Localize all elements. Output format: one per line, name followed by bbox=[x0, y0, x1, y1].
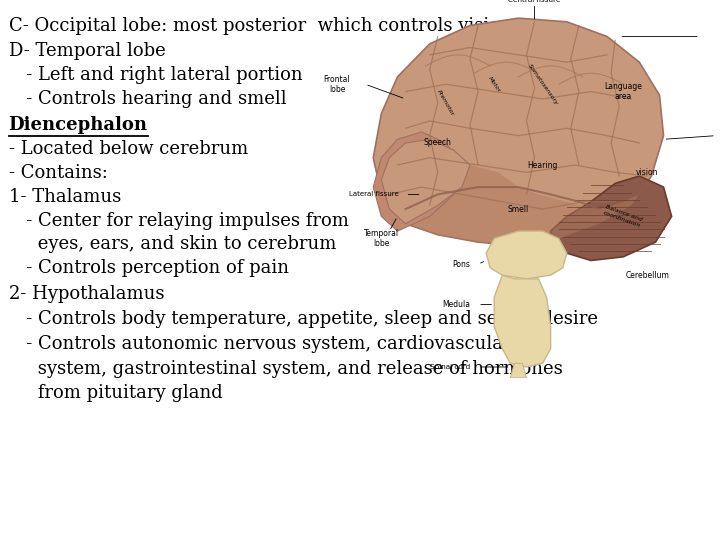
Text: Hearing: Hearing bbox=[528, 160, 558, 170]
Text: Central fissure: Central fissure bbox=[508, 0, 561, 3]
Text: vision: vision bbox=[636, 168, 659, 177]
Text: Motor: Motor bbox=[487, 76, 502, 93]
Text: - Controls perception of pain: - Controls perception of pain bbox=[9, 259, 289, 277]
Text: Balance and
coordination: Balance and coordination bbox=[603, 205, 644, 228]
Polygon shape bbox=[382, 139, 470, 224]
Text: 2- Hypothalamus: 2- Hypothalamus bbox=[9, 285, 164, 303]
Text: - Controls autonomic nervous system, cardiovascular: - Controls autonomic nervous system, car… bbox=[9, 335, 511, 353]
Text: - Left and right lateral portion: - Left and right lateral portion bbox=[9, 66, 302, 84]
Text: Diencephalon: Diencephalon bbox=[9, 116, 148, 133]
Text: Frontal
lobe: Frontal lobe bbox=[324, 75, 350, 94]
Text: - Center for relaying impulses from: - Center for relaying impulses from bbox=[9, 212, 348, 230]
Polygon shape bbox=[373, 18, 664, 246]
Text: system, gastrointestinal system, and release of hormones: system, gastrointestinal system, and rel… bbox=[9, 360, 562, 377]
Polygon shape bbox=[405, 165, 652, 246]
Text: Premotor: Premotor bbox=[436, 89, 455, 117]
Text: Somatosensory: Somatosensory bbox=[526, 63, 559, 106]
Text: Medula: Medula bbox=[442, 300, 470, 309]
Text: Smell: Smell bbox=[508, 205, 529, 214]
Text: Cerebellum: Cerebellum bbox=[626, 271, 670, 280]
Polygon shape bbox=[373, 132, 462, 231]
Text: Spinal cord: Spinal cord bbox=[430, 364, 470, 370]
Text: - Located below cerebrum: - Located below cerebrum bbox=[9, 140, 248, 158]
Text: Language
area: Language area bbox=[604, 82, 642, 102]
Text: Lateral fissure: Lateral fissure bbox=[349, 191, 399, 198]
Text: - Controls hearing and smell: - Controls hearing and smell bbox=[9, 90, 287, 107]
Text: 1- Thalamus: 1- Thalamus bbox=[9, 188, 121, 206]
Text: eyes, ears, and skin to cerebrum: eyes, ears, and skin to cerebrum bbox=[9, 235, 336, 253]
Text: - Contains:: - Contains: bbox=[9, 164, 107, 182]
Polygon shape bbox=[551, 176, 672, 260]
Polygon shape bbox=[486, 231, 567, 279]
Text: Temporal
lobe: Temporal lobe bbox=[364, 229, 399, 248]
Polygon shape bbox=[494, 275, 551, 367]
Polygon shape bbox=[510, 363, 526, 378]
Text: from pituitary gland: from pituitary gland bbox=[9, 384, 222, 402]
Text: - Controls body temperature, appetite, sleep and sexual desire: - Controls body temperature, appetite, s… bbox=[9, 310, 598, 328]
Text: Speech: Speech bbox=[424, 138, 451, 147]
Text: C- Occipital lobe: most posterior  which controls vision: C- Occipital lobe: most posterior which … bbox=[9, 17, 511, 35]
Text: Pons: Pons bbox=[452, 260, 470, 269]
Text: D- Temporal lobe: D- Temporal lobe bbox=[9, 42, 166, 60]
